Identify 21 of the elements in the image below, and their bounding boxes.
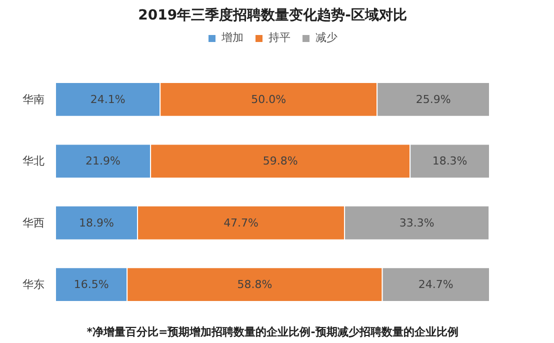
legend-label: 减少 [316, 30, 338, 45]
y-tick-label: 华南 [22, 92, 44, 106]
data-label: 33.3% [399, 216, 434, 230]
data-label: 24.7% [418, 278, 454, 292]
data-label: 59.8% [262, 154, 298, 168]
legend-label: 增加 [222, 30, 244, 45]
y-tick-label: 华西 [22, 216, 44, 230]
data-label: 16.5% [74, 278, 109, 292]
data-label: 18.9% [79, 216, 114, 230]
data-label: 47.7% [224, 216, 259, 230]
data-label: 58.8% [237, 278, 272, 292]
data-label: 24.1% [90, 92, 126, 106]
chart-title: 2019年三季度招聘数量变化趋势-区域对比 [138, 6, 407, 24]
text: *净增量百分比=预期增加招聘数量的企业比例-预期减少招聘数量的企业比例 [86, 326, 458, 338]
data-label: 50.0% [251, 92, 286, 106]
data-label: 21.9% [86, 154, 121, 168]
y-tick-label: 华东 [22, 278, 44, 292]
y-tick-label: 华北 [22, 154, 44, 168]
data-label: 18.3% [432, 154, 468, 168]
data-label: 25.9% [416, 92, 451, 106]
legend-label: 持平 [268, 30, 290, 45]
